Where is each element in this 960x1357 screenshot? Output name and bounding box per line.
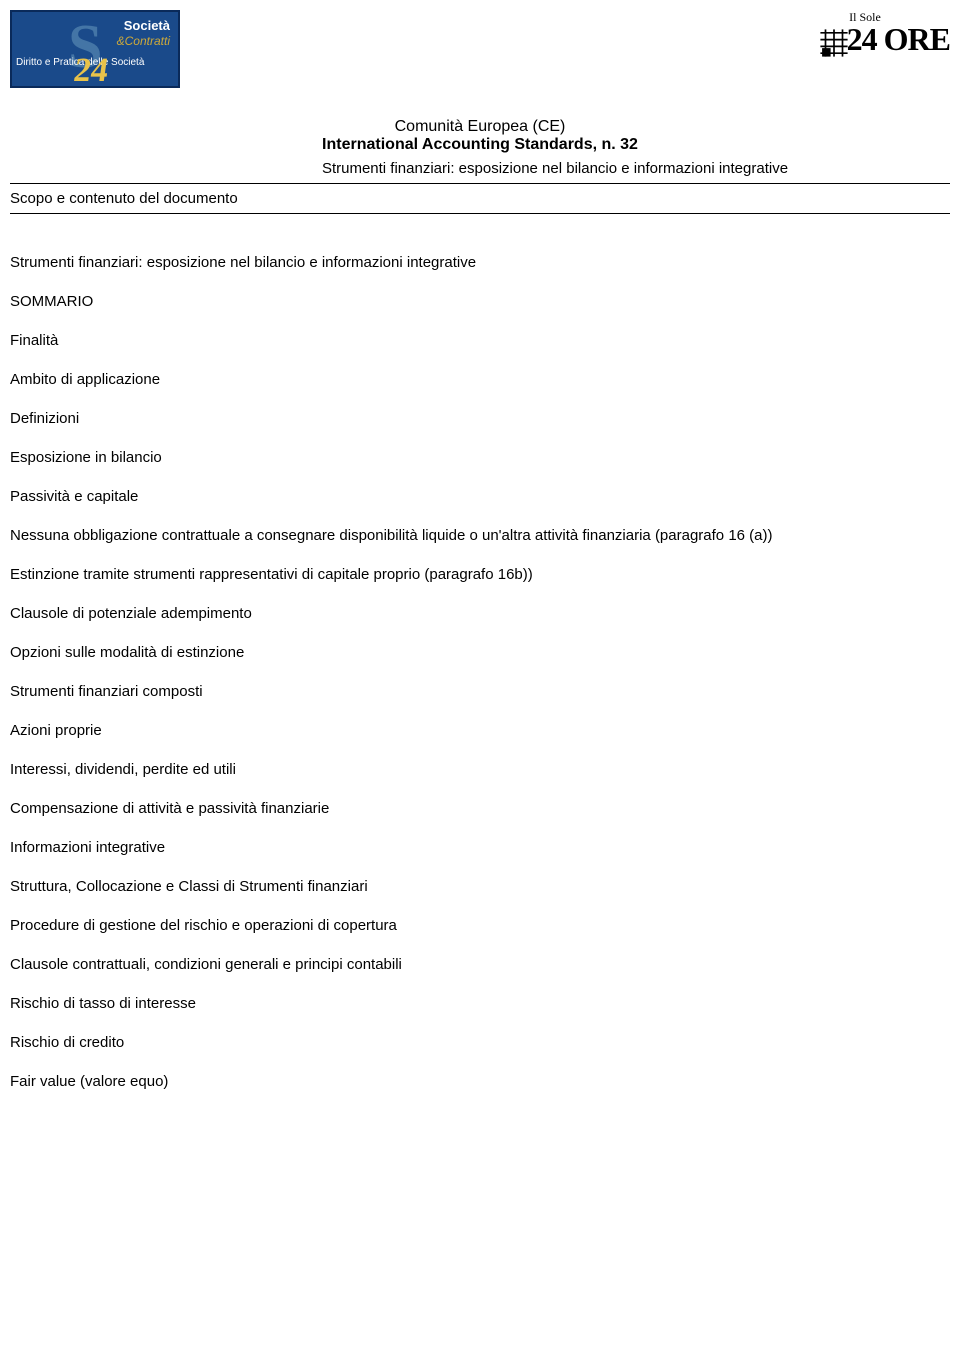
document-page: S Società &Contratti Diritto e Pratica d… <box>0 0 960 1152</box>
toc-item: Struttura, Collocazione e Classi di Stru… <box>10 878 950 895</box>
logo-left-subtitle: &Contratti <box>117 34 170 48</box>
divider-bottom <box>10 213 950 214</box>
toc-content: Strumenti finanziari: esposizione nel bi… <box>10 254 950 1090</box>
toc-item: Finalità <box>10 332 950 349</box>
title-block: Comunità Europea (CE) International Acco… <box>10 118 950 154</box>
toc-item: SOMMARIO <box>10 293 950 310</box>
publisher-logo-left: S Società &Contratti Diritto e Pratica d… <box>10 10 180 88</box>
toc-item: Estinzione tramite strumenti rappresenta… <box>10 566 950 583</box>
toc-intro: Strumenti finanziari: esposizione nel bi… <box>10 254 950 271</box>
header-row: S Società &Contratti Diritto e Pratica d… <box>10 10 950 88</box>
globe-icon <box>817 26 851 60</box>
logo-right-text: 24 ORE <box>847 21 950 57</box>
logo-left-title: Società <box>124 18 170 33</box>
toc-item: Nessuna obbligazione contrattuale a cons… <box>10 527 950 544</box>
toc-item: Azioni proprie <box>10 722 950 739</box>
toc-item: Compensazione di attività e passività fi… <box>10 800 950 817</box>
title-line-1: Comunità Europea (CE) <box>10 118 950 136</box>
title-line-2: International Accounting Standards, n. 3… <box>10 136 950 154</box>
toc-item: Clausole di potenziale adempimento <box>10 605 950 622</box>
toc-item: Opzioni sulle modalità di estinzione <box>10 644 950 661</box>
toc-item: Procedure di gestione del rischio e oper… <box>10 917 950 934</box>
logo-right-main: 24 ORE <box>780 25 950 60</box>
toc-item: Rischio di credito <box>10 1034 950 1051</box>
toc-item: Fair value (valore equo) <box>10 1073 950 1090</box>
publisher-logo-right: Il Sole 24 ORE <box>780 10 950 68</box>
toc-item: Strumenti finanziari composti <box>10 683 950 700</box>
toc-item: Definizioni <box>10 410 950 427</box>
toc-item: Rischio di tasso di interesse <box>10 995 950 1012</box>
logo-left-number: 24 <box>71 52 110 88</box>
toc-item: Informazioni integrative <box>10 839 950 856</box>
document-subtitle: Strumenti finanziari: esposizione nel bi… <box>10 160 950 177</box>
toc-item: Clausole contrattuali, condizioni genera… <box>10 956 950 973</box>
toc-item: Interessi, dividendi, perdite ed utili <box>10 761 950 778</box>
toc-item: Passività e capitale <box>10 488 950 505</box>
toc-item: Ambito di applicazione <box>10 371 950 388</box>
divider-top <box>10 183 950 184</box>
scope-label: Scopo e contenuto del documento <box>10 186 950 211</box>
toc-item: Esposizione in bilancio <box>10 449 950 466</box>
